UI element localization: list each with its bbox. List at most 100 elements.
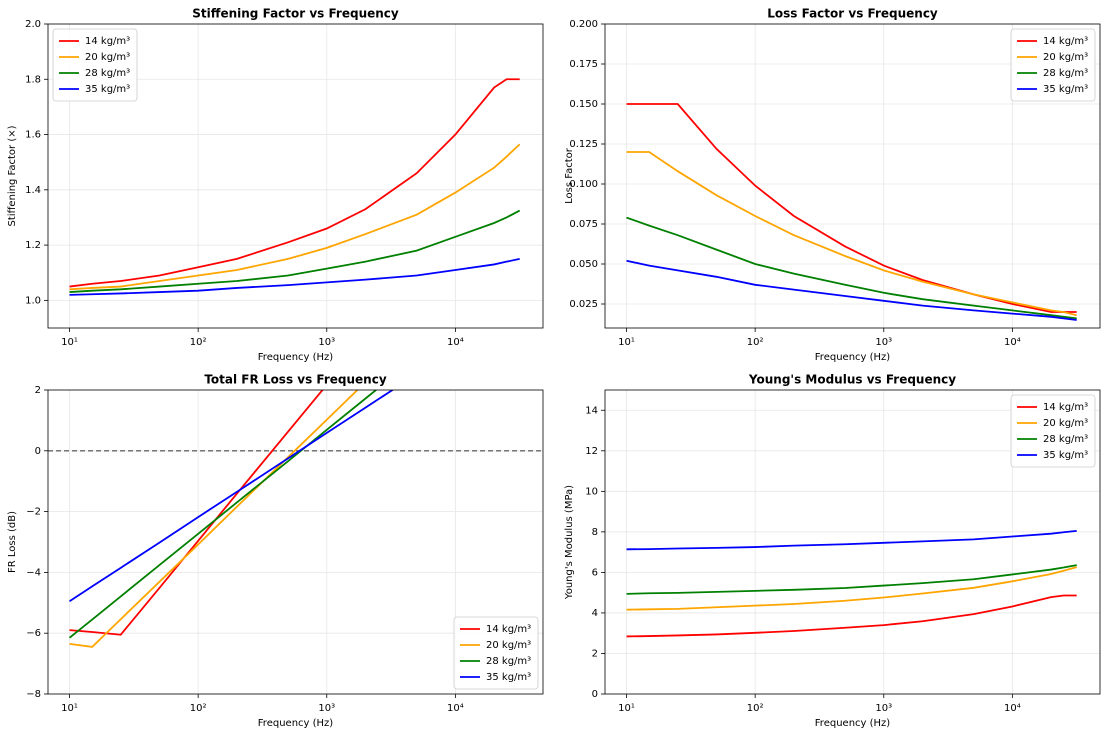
subplot: Young's Modulus vs Frequency 10¹ 10² 10³ 10⁴… — [564, 373, 1101, 729]
plot-lines — [626, 529, 1077, 638]
series-line — [626, 151, 1077, 317]
legend-box — [1010, 394, 1096, 468]
legend: 14 kg/m³ 20 kg/m³ 28 kg/m³ 35 kg/m³ — [52, 28, 138, 102]
legend-label: 14 kg/m³ — [1043, 402, 1088, 413]
y-tick-label: 0.200 — [569, 19, 598, 30]
chart-title: Young's Modulus vs Frequency — [748, 373, 956, 387]
y-tick-label: 2.0 — [25, 19, 41, 30]
legend: 14 kg/m³ 20 kg/m³ 28 kg/m³ 35 kg/m³ — [1010, 394, 1096, 468]
legend-label: 20 kg/m³ — [85, 52, 130, 63]
plot-frame — [604, 23, 1101, 329]
legend-label: 28 kg/m³ — [486, 656, 531, 667]
y-tick-label: 0.100 — [569, 179, 598, 190]
chart-title: Total FR Loss vs Frequency — [204, 373, 386, 387]
y-tick-label: 0.075 — [569, 219, 598, 230]
plot-frame — [47, 389, 544, 695]
y-axis-label: Young's Modulus (MPa) — [564, 485, 575, 600]
x-tick-label: 10² — [190, 703, 207, 714]
legend-label: 14 kg/m³ — [486, 624, 531, 635]
y-tick-label: 10 — [585, 486, 598, 497]
y-tick-label: 1.2 — [25, 240, 41, 251]
y-tick-label: 8 — [592, 527, 598, 538]
plot-frame — [47, 23, 544, 329]
x-axis-label: Frequency (Hz) — [815, 718, 891, 729]
y-tick-label: −4 — [26, 567, 41, 578]
series-line — [626, 216, 1077, 320]
y-tick-label: 14 — [585, 405, 598, 416]
y-tick-label: 6 — [592, 567, 598, 578]
series-line — [626, 259, 1077, 321]
chart-title: Stiffening Factor vs Frequency — [192, 7, 399, 21]
x-tick-label: 10¹ — [618, 703, 635, 714]
series-line — [68, 390, 378, 639]
y-tick-label: 0.050 — [569, 259, 598, 270]
x-tick-label: 10² — [747, 337, 764, 348]
y-tick-label: 0 — [35, 446, 41, 457]
series-line — [69, 390, 359, 648]
legend-label: 14 kg/m³ — [1043, 36, 1088, 47]
series-line — [626, 529, 1077, 551]
series-line — [626, 103, 1077, 313]
x-axis-label: Frequency (Hz) — [258, 352, 334, 363]
plot-lines — [48, 390, 543, 648]
y-tick-label: 0.175 — [569, 59, 598, 70]
series-line — [626, 594, 1077, 638]
x-tick-label: 10¹ — [61, 703, 78, 714]
y-tick-label: 1.6 — [25, 130, 41, 141]
series-line — [69, 390, 395, 603]
legend-label: 20 kg/m³ — [486, 640, 531, 651]
legend: 14 kg/m³ 20 kg/m³ 28 kg/m³ 35 kg/m³ — [1010, 28, 1096, 102]
x-tick-label: 10² — [747, 703, 764, 714]
x-tick-label: 10¹ — [61, 337, 78, 348]
legend: 14 kg/m³ 20 kg/m³ 28 kg/m³ 35 kg/m³ — [453, 616, 539, 690]
x-tick-label: 10⁴ — [1004, 703, 1021, 714]
legend-label: 14 kg/m³ — [85, 36, 130, 47]
x-tick-label: 10¹ — [618, 337, 635, 348]
subplot: Loss Factor vs Frequency 10¹ 10² 10³ 10⁴ 0.02… — [564, 7, 1101, 363]
chart-title: Loss Factor vs Frequency — [767, 7, 938, 21]
x-tick-label: 10³ — [875, 337, 892, 348]
legend-box — [1010, 28, 1096, 102]
subplot: Total FR Loss vs Frequency 10¹ 10² 10³ 10⁴ −8… — [7, 373, 544, 729]
plot-frame — [604, 389, 1101, 695]
legend-label: 35 kg/m³ — [1043, 450, 1088, 461]
y-tick-label: 0 — [592, 689, 598, 700]
y-axis-label: Loss Factor — [564, 147, 575, 204]
series-line — [69, 390, 324, 636]
y-tick-label: −2 — [26, 507, 41, 518]
plot-lines — [626, 103, 1077, 321]
y-tick-label: −8 — [26, 689, 41, 700]
x-tick-label: 10² — [190, 337, 207, 348]
y-tick-label: 2 — [592, 648, 598, 659]
y-tick-label: 0.025 — [569, 299, 598, 310]
y-tick-label: 4 — [592, 608, 598, 619]
x-tick-label: 10⁴ — [447, 337, 464, 348]
y-tick-label: 1.0 — [25, 295, 41, 306]
y-tick-label: 2 — [35, 385, 41, 396]
plot-lines — [69, 78, 521, 296]
y-axis-label: FR Loss (dB) — [7, 511, 18, 573]
series-line — [69, 143, 521, 291]
series-line — [69, 209, 521, 293]
legend-label: 35 kg/m³ — [85, 84, 130, 95]
x-tick-label: 10³ — [318, 337, 335, 348]
x-tick-label: 10⁴ — [447, 703, 464, 714]
x-axis-label: Frequency (Hz) — [815, 352, 891, 363]
legend-box — [52, 28, 138, 102]
x-tick-label: 10⁴ — [1004, 337, 1021, 348]
series-line — [69, 78, 520, 288]
y-axis-label: Stiffening Factor (×) — [7, 125, 18, 226]
legend-label: 28 kg/m³ — [1043, 68, 1088, 79]
legend-label: 20 kg/m³ — [1043, 52, 1088, 63]
series-line — [69, 258, 520, 296]
x-tick-label: 10³ — [875, 703, 892, 714]
subplot: Stiffening Factor vs Frequency 10¹ 10² 10³ 1… — [7, 7, 544, 363]
y-tick-label: −6 — [26, 628, 41, 639]
legend-label: 20 kg/m³ — [1043, 418, 1088, 429]
legend-label: 28 kg/m³ — [85, 68, 130, 79]
y-tick-label: 1.4 — [25, 185, 41, 196]
y-tick-label: 1.8 — [25, 74, 41, 85]
legend-label: 35 kg/m³ — [1043, 84, 1088, 95]
y-tick-label: 0.125 — [569, 139, 598, 150]
